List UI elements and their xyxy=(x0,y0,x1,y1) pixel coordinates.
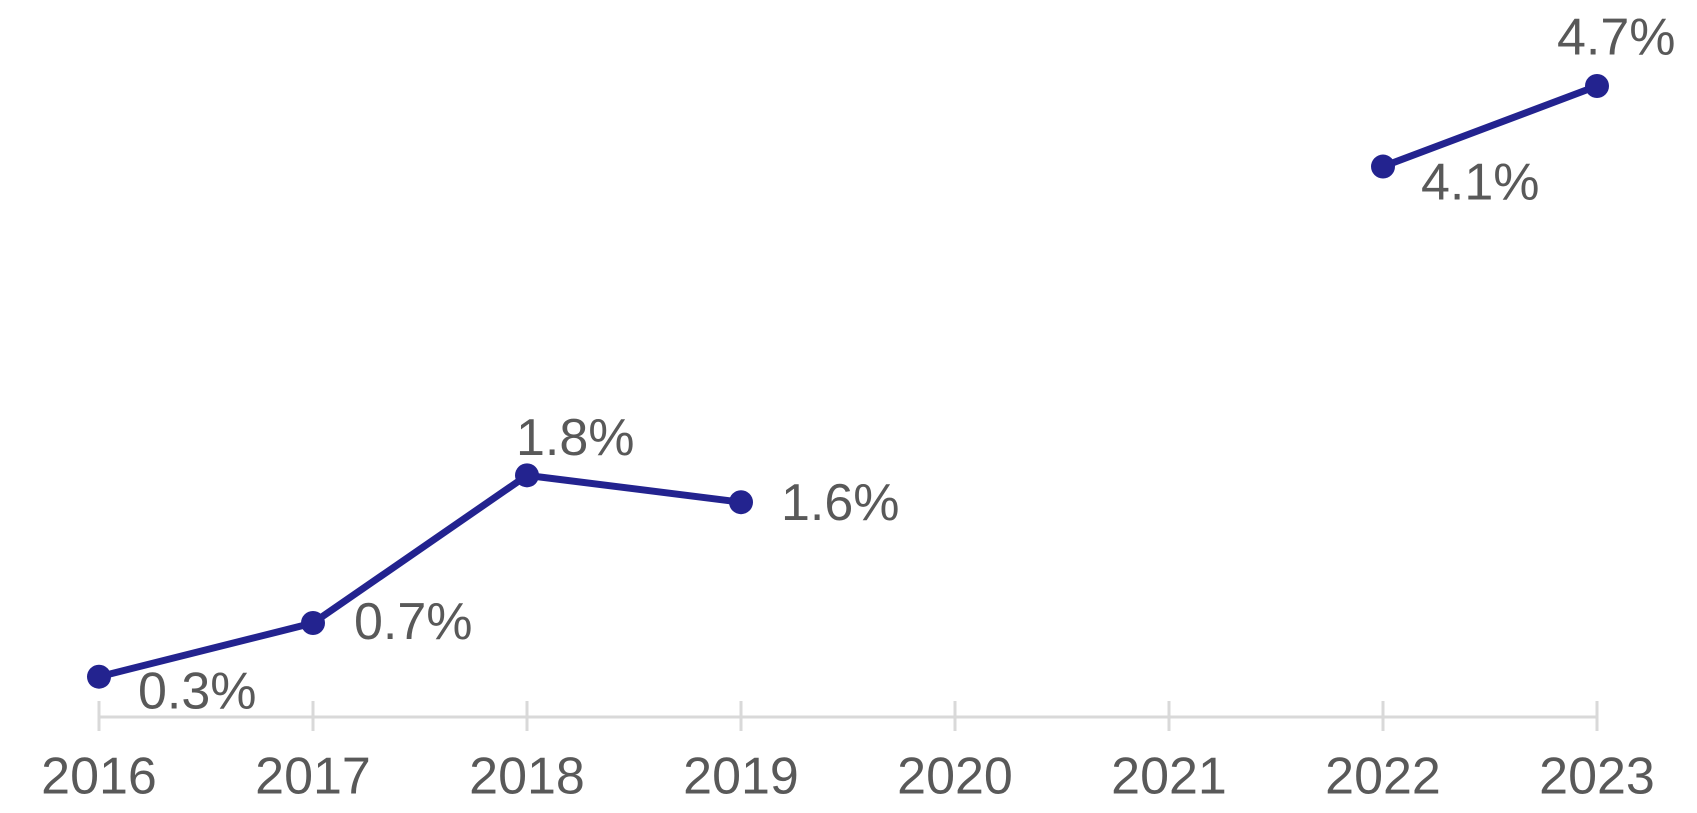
point xyxy=(87,664,111,689)
point xyxy=(1585,74,1609,98)
x-tick-label: 2023 xyxy=(1539,748,1655,806)
value-label: 0.3% xyxy=(138,662,257,720)
point xyxy=(515,463,539,488)
line xyxy=(98,82,1599,681)
x-tick-label: 2019 xyxy=(683,748,799,806)
x-tick-label: 2017 xyxy=(255,748,371,806)
value-label: 1.6% xyxy=(781,474,900,532)
value-label: 1.8% xyxy=(516,409,635,467)
value-label: 0.7% xyxy=(354,593,473,651)
value-label: 4.7% xyxy=(1557,9,1676,67)
x-tick-label: 2018 xyxy=(469,748,585,806)
value-label: 4.1% xyxy=(1421,153,1540,211)
x-tick-label: 2016 xyxy=(41,748,157,806)
point xyxy=(729,490,753,515)
point xyxy=(301,611,325,636)
x-tick-label: 2020 xyxy=(897,748,1013,806)
x-tick-label: 2021 xyxy=(1111,748,1227,806)
point xyxy=(1371,154,1395,179)
x-tick-label: 2022 xyxy=(1325,748,1441,806)
